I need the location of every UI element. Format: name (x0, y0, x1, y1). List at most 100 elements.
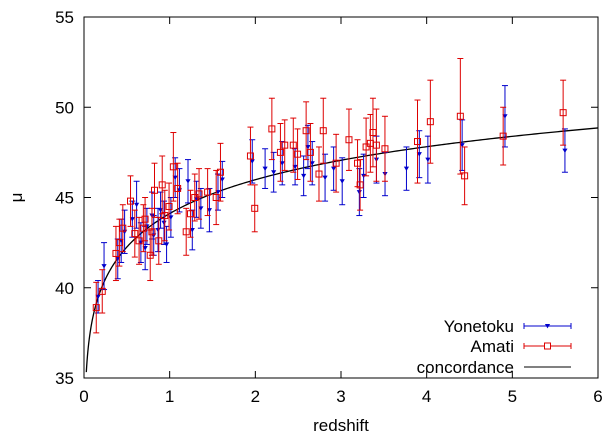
marker-square (119, 224, 127, 232)
marker-square (356, 181, 364, 189)
marker-square (195, 190, 203, 198)
marker-square (141, 215, 149, 223)
marker-square (151, 186, 159, 194)
marker-triangle (161, 220, 167, 226)
marker-square (559, 109, 567, 117)
amati-point (92, 281, 100, 334)
marker-triangle (309, 161, 315, 166)
amati-point (216, 142, 224, 202)
marker-triangle (271, 170, 277, 175)
marker-triangle (356, 190, 362, 195)
amati-point (306, 122, 314, 182)
marker-square (372, 141, 380, 149)
x-tick-label: 2 (251, 387, 260, 406)
y-tick-label: 55 (55, 8, 74, 27)
x-tick-label: 4 (422, 387, 431, 406)
plot-frame (83, 16, 599, 379)
marker-square (165, 203, 173, 211)
amati-point (246, 126, 254, 186)
series-amati (92, 58, 567, 334)
amati-point (165, 182, 173, 231)
amati-point (195, 168, 203, 220)
marker-triangle (322, 175, 328, 181)
marker-triangle (339, 179, 345, 184)
yonetoku-point (133, 180, 140, 229)
amati-point (161, 189, 169, 242)
marker-square (332, 159, 340, 167)
x-tick-label: 6 (593, 387, 602, 406)
amati-point (148, 207, 156, 256)
marker-square (174, 184, 182, 192)
marker-square (499, 132, 507, 140)
amati-point (381, 115, 389, 182)
amati-point (356, 159, 364, 211)
marker-square (131, 230, 139, 238)
amati-point (212, 169, 220, 226)
amati-point (204, 168, 212, 217)
marker-square (186, 210, 194, 218)
amati-point (191, 173, 199, 222)
legend-label-yonetoku: Yonetoku (444, 317, 514, 336)
marker-triangle (262, 166, 268, 172)
amati-point (319, 97, 327, 164)
y-tick-label: 50 (55, 98, 74, 117)
marker-square (315, 170, 323, 178)
marker-triangle (279, 161, 285, 166)
marker-square (302, 127, 310, 135)
x-tick-label: 3 (336, 387, 345, 406)
yonetoku-point (309, 141, 316, 186)
legend-label-amati: Amati (471, 337, 514, 356)
amati-point (366, 113, 374, 173)
amati-point (158, 155, 166, 215)
yonetoku-point (101, 242, 108, 291)
x-tick-label: 1 (165, 387, 174, 406)
marker-square (294, 150, 302, 158)
marker-triangle (403, 166, 410, 172)
amati-point (119, 204, 127, 253)
amati-point (332, 133, 340, 193)
marker-square (212, 194, 220, 201)
marker-square (426, 118, 434, 126)
marker-square (456, 112, 464, 120)
marker-triangle (155, 227, 161, 233)
marker-square (319, 127, 327, 135)
marker-square (182, 228, 190, 236)
yonetoku-point (322, 153, 329, 202)
marker-square (161, 212, 169, 220)
marker-square (148, 228, 156, 236)
yonetoku-point (262, 148, 269, 189)
amati-point (499, 106, 507, 166)
marker-square (191, 194, 199, 201)
amati-point (559, 79, 567, 146)
marker-square (98, 287, 106, 295)
marker-square (169, 163, 177, 171)
marker-square (268, 125, 276, 133)
yonetoku-point (197, 187, 204, 229)
marker-triangle (101, 264, 107, 269)
series-yonetoku (95, 85, 568, 314)
marker-square (204, 188, 212, 196)
yonetoku-point (163, 225, 170, 263)
marker-square (158, 181, 166, 189)
marker-square (246, 152, 254, 160)
marker-triangle (331, 166, 337, 172)
legend-label-concordance: concordance (417, 358, 514, 377)
amati-point (268, 97, 276, 161)
marker-triangle (562, 148, 568, 153)
legend-marker-square (544, 342, 551, 350)
marker-square (281, 141, 289, 149)
marker-square (362, 143, 370, 151)
amati-point (289, 117, 297, 173)
amati-point (362, 117, 370, 177)
marker-square (276, 148, 284, 156)
marker-triangle (425, 157, 431, 162)
y-tick-label: 45 (55, 189, 74, 208)
amati-point (345, 108, 353, 171)
amati-point (251, 184, 259, 233)
yonetoku-point (501, 85, 508, 148)
marker-square (216, 168, 224, 176)
marker-square (92, 304, 100, 312)
amati-point (302, 101, 310, 161)
